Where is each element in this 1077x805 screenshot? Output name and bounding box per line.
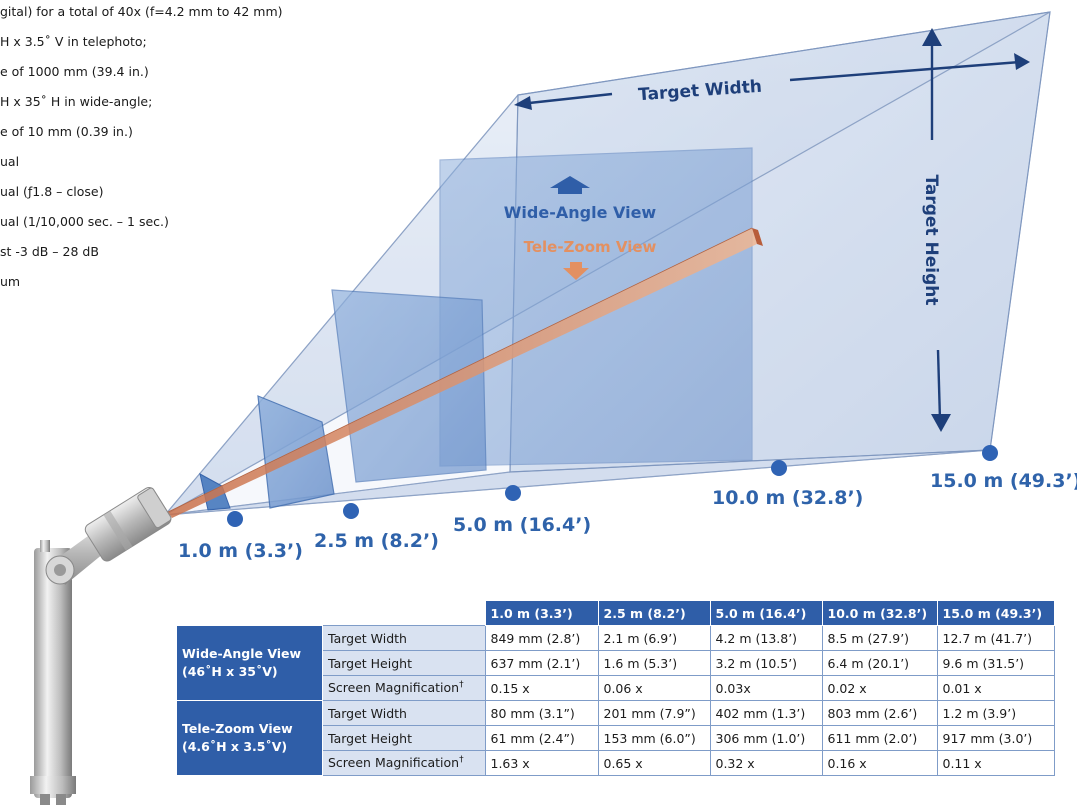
spec-line: gital) for a total of 40x (f=4.2 mm to 4… xyxy=(0,4,283,19)
distance-label-2_5m: 2.5 m (8.2’) xyxy=(314,530,439,552)
column-header: 10.0 m (32.8’) xyxy=(821,600,938,626)
table-cell: 80 mm (3.1”) xyxy=(484,700,599,726)
table-cell: 803 mm (2.6’) xyxy=(821,700,938,726)
table-cell: 6.4 m (20.1’) xyxy=(821,650,938,676)
column-header: 1.0 m (3.3’) xyxy=(484,600,599,626)
plane-5m xyxy=(331,289,487,483)
table-cell: 849 mm (2.8’) xyxy=(484,625,599,651)
distance-label-1m: 1.0 m (3.3’) xyxy=(178,540,303,562)
table-cell: 0.65 x xyxy=(597,750,711,776)
table-corner xyxy=(322,600,485,626)
target-height-label: Target Height xyxy=(921,175,941,306)
table-cell: 0.01 x xyxy=(936,675,1055,701)
arrow-down-icon xyxy=(563,268,589,280)
spec-line: st -3 dB – 28 dB xyxy=(0,244,99,259)
column-header: 5.0 m (16.4’) xyxy=(709,600,823,626)
tele-zoom-beam xyxy=(167,227,763,518)
table-cell: 4.2 m (13.8’) xyxy=(709,625,823,651)
wide-angle-view-label: Wide-Angle View xyxy=(504,203,657,222)
spec-line: um xyxy=(0,274,21,289)
dagger-mark: † xyxy=(459,680,464,691)
table-cell: 2.1 m (6.9’) xyxy=(597,625,711,651)
table-cell: 3.2 m (10.5’) xyxy=(709,650,823,676)
table-cell: 0.02 x xyxy=(821,675,938,701)
distance-label-5m: 5.0 m (16.4’) xyxy=(453,514,592,536)
group-header-wide-angle: Wide-Angle View (46˚H x 35˚V) xyxy=(176,625,323,701)
row-label: Target Width xyxy=(322,625,486,651)
camera-icon xyxy=(30,487,172,805)
dagger-mark: † xyxy=(459,755,464,766)
table-row: Wide-Angle View (46˚H x 35˚V) Target Wid… xyxy=(176,625,1055,701)
group-sub: (46˚H x 35˚V) xyxy=(182,664,278,679)
row-label-screen-magnification: Screen Magnification† xyxy=(322,750,486,776)
spec-line: e of 1000 mm (39.4 in.) xyxy=(0,64,149,79)
distance-planes xyxy=(199,147,753,511)
distance-label-15m: 15.0 m (49.3’) xyxy=(930,470,1077,492)
spec-line: ual (1/10,000 sec. – 1 sec.) xyxy=(0,214,169,229)
row-label: Target Width xyxy=(322,700,486,726)
table-cell: 917 mm (3.0’) xyxy=(936,725,1055,751)
table-cell: 0.32 x xyxy=(709,750,823,776)
distance-label-10m: 10.0 m (32.8’) xyxy=(712,487,864,509)
table-cell: 9.6 m (31.5’) xyxy=(936,650,1055,676)
spec-line: ual xyxy=(0,154,20,169)
table-cell: 0.15 x xyxy=(484,675,599,701)
row-label: Target Height xyxy=(322,725,486,751)
table-corner xyxy=(176,600,323,626)
table-row: Screen Magnification† 1.63 x 0.65 x 0.32… xyxy=(177,750,1055,776)
arrow-up-icon xyxy=(550,176,590,188)
column-header: 2.5 m (8.2’) xyxy=(597,600,711,626)
table-cell: 0.06 x xyxy=(597,675,711,701)
table-cell: 1.6 m (5.3’) xyxy=(597,650,711,676)
table-cell: 1.63 x xyxy=(484,750,599,776)
tele-zoom-view-label: Tele-Zoom View xyxy=(524,238,657,256)
table-cell: 201 mm (7.9”) xyxy=(597,700,711,726)
column-header: 15.0 m (49.3’) xyxy=(936,600,1055,626)
table-header-row: 1.0 m (3.3’) 2.5 m (8.2’) 5.0 m (16.4’) … xyxy=(176,600,1055,626)
row-label: Screen Magnification xyxy=(328,680,460,696)
group-header-tele-zoom: Tele-Zoom View (4.6˚H x 3.5˚V) xyxy=(176,700,323,776)
group-sub: (4.6˚H x 3.5˚V) xyxy=(182,739,288,754)
group-name: Tele-Zoom View xyxy=(182,721,293,736)
row-label-screen-magnification: Screen Magnification† xyxy=(322,675,486,701)
spec-line: H x 3.5˚ V in telephoto; xyxy=(0,34,147,49)
arrow-up-icon-stem xyxy=(558,188,582,194)
target-height-arrow xyxy=(922,28,951,432)
row-label: Screen Magnification xyxy=(328,755,460,771)
table-cell: 306 mm (1.0’) xyxy=(709,725,823,751)
table-row: Tele-Zoom View (4.6˚H x 3.5˚V) Target Wi… xyxy=(176,700,1055,776)
distance-markers xyxy=(227,445,998,527)
spec-line: ual (ƒ1.8 – close) xyxy=(0,184,104,199)
table-cell: 61 mm (2.4”) xyxy=(484,725,599,751)
row-label: Target Height xyxy=(322,650,486,676)
table-row: Target Height 61 mm (2.4”) 153 mm (6.0”)… xyxy=(177,725,1055,751)
target-width-arrow xyxy=(514,53,1030,110)
table-cell: 8.5 m (27.9’) xyxy=(821,625,938,651)
table-cell: 402 mm (1.3’) xyxy=(709,700,823,726)
table-cell: 637 mm (2.1’) xyxy=(484,650,599,676)
table-cell: 153 mm (6.0”) xyxy=(597,725,711,751)
table-cell: 0.03x xyxy=(709,675,823,701)
table-cell: 0.16 x xyxy=(821,750,938,776)
arrow-down-icon-stem xyxy=(570,262,582,268)
table-cell: 611 mm (2.0’) xyxy=(821,725,938,751)
group-name: Wide-Angle View xyxy=(182,646,302,661)
field-of-view-table: 1.0 m (3.3’) 2.5 m (8.2’) 5.0 m (16.4’) … xyxy=(176,600,1055,776)
spec-line: H x 35˚ H in wide-angle; xyxy=(0,94,153,109)
table-cell: 12.7 m (41.7’) xyxy=(936,625,1055,651)
table-cell: 0.11 x xyxy=(936,750,1055,776)
table-cell: 1.2 m (3.9’) xyxy=(936,700,1055,726)
spec-line: e of 10 mm (0.39 in.) xyxy=(0,124,133,139)
table-row: Target Height 637 mm (2.1’) 1.6 m (5.3’)… xyxy=(177,650,1055,676)
